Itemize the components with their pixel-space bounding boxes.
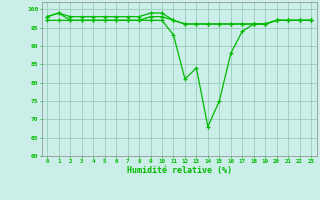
X-axis label: Humidité relative (%): Humidité relative (%) [127, 166, 232, 175]
